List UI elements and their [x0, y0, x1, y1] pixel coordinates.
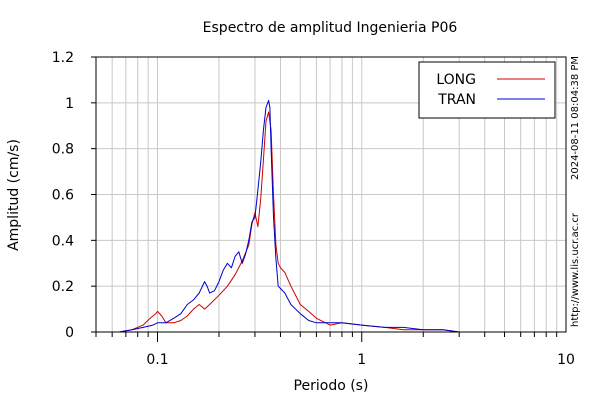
legend-label-long: LONG	[436, 72, 476, 88]
y-tick-label: 1.2	[52, 50, 74, 66]
y-tick-label: 0.2	[52, 279, 74, 295]
legend-box	[418, 61, 556, 119]
ticks: 0 0.2 0.4 0.6 0.8 1 1.2 0.1 1 10	[52, 50, 575, 368]
chart-title: Espectro de amplitud Ingenieria P06	[203, 20, 458, 36]
series-layer	[119, 100, 566, 333]
legend: LONG TRAN	[418, 61, 556, 119]
series-line-tran	[119, 100, 566, 333]
y-tick-label: 0	[65, 325, 74, 341]
series-line-long	[119, 111, 566, 333]
x-axis-label: Periodo (s)	[294, 378, 369, 394]
y-tick-label: 0.4	[52, 233, 74, 249]
y-tick-label: 1	[65, 96, 74, 112]
y-tick-label: 0.8	[52, 142, 74, 158]
y-tick-label: 0.6	[52, 188, 74, 204]
legend-label-tran: TRAN	[437, 92, 476, 108]
url-label: http://www.lis.ucr.ac.cr	[570, 212, 581, 327]
x-tick-label: 0.1	[146, 352, 168, 368]
x-tick-label: 10	[557, 352, 575, 368]
y-axis-label: Amplitud (cm/s)	[6, 139, 22, 251]
x-tick-label: 1	[357, 352, 366, 368]
timestamp-label: 2024-08-11 08:04:38 PM	[570, 56, 581, 180]
